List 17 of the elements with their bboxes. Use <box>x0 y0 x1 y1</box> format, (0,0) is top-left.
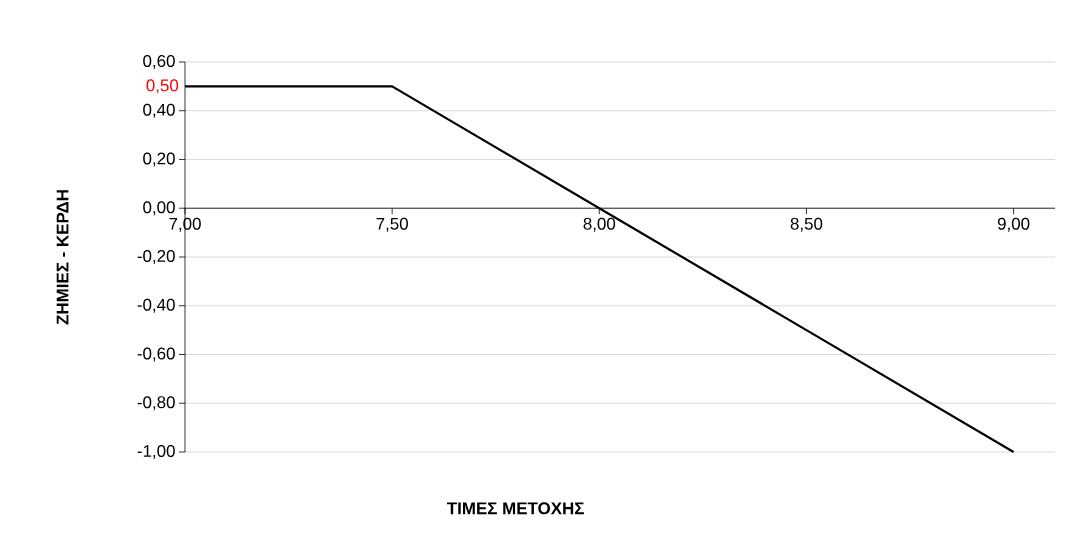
annotation: 0,50 <box>146 79 179 94</box>
x-tick-label: 9,00 <box>997 217 1030 232</box>
y-tick-label: 0,60 <box>143 54 175 69</box>
y-tick-label: 0,40 <box>143 103 175 118</box>
y-axis-title: ΖΗΜΙΕΣ - ΚΕΡΔΗ <box>56 190 69 325</box>
y-tick-label: -0,20 <box>137 249 175 264</box>
y-tick-label: 0,00 <box>143 201 175 216</box>
x-axis-title: ΤΙΜΕΣ ΜΕΤΟΧΗΣ <box>446 502 584 515</box>
x-tick-label: 8,50 <box>790 217 823 232</box>
y-tick-label: -0,60 <box>137 347 175 362</box>
y-tick-label: -1,00 <box>137 444 175 459</box>
y-tick-label: -0,80 <box>137 396 175 411</box>
y-tick-label: 0,20 <box>143 152 175 167</box>
x-tick-label: 7,00 <box>169 217 201 232</box>
x-tick-label: 8,00 <box>583 217 616 232</box>
y-tick-label: -0,40 <box>137 298 175 313</box>
x-tick-label: 7,50 <box>376 217 408 232</box>
